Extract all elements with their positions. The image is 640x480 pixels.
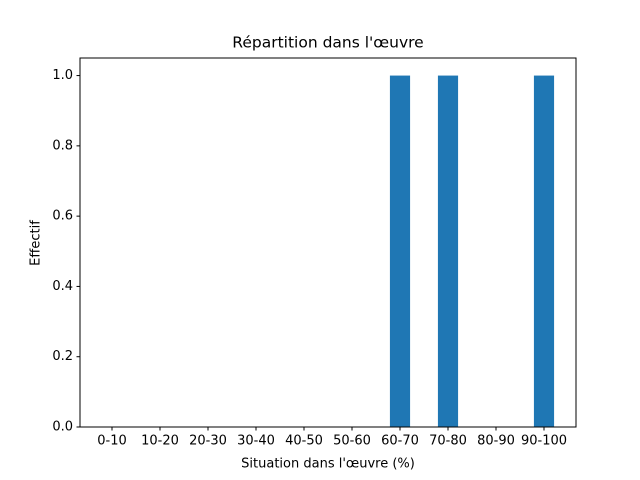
- y-tick-label: 0.6: [52, 209, 73, 224]
- bar: [437, 75, 459, 428]
- y-tick-label: 0.2: [52, 349, 73, 364]
- y-axis-label: Effectif: [29, 220, 44, 266]
- x-tick-label: 30-40: [237, 434, 275, 449]
- y-tick-label: 1.0: [52, 68, 73, 83]
- plot-frame: [79, 57, 577, 428]
- x-tick-label: 90-100: [521, 434, 567, 449]
- y-tick-label: 0.8: [52, 138, 73, 153]
- x-tick-label: 50-60: [333, 434, 371, 449]
- chart-title: Répartition dans l'œuvre: [232, 34, 423, 52]
- y-tick-label: 0.0: [52, 420, 73, 435]
- bar: [389, 75, 411, 428]
- x-tick-label: 70-80: [429, 434, 467, 449]
- x-tick-label: 20-30: [189, 434, 227, 449]
- y-tick-label: 0.4: [52, 279, 73, 294]
- x-axis-label: Situation dans l'œuvre (%): [241, 457, 415, 472]
- x-tick-label: 0-10: [97, 434, 127, 449]
- x-tick-label: 60-70: [381, 434, 419, 449]
- x-tick-label: 40-50: [285, 434, 323, 449]
- bar: [533, 75, 555, 428]
- x-tick-label: 10-20: [141, 434, 179, 449]
- x-tick-label: 80-90: [477, 434, 515, 449]
